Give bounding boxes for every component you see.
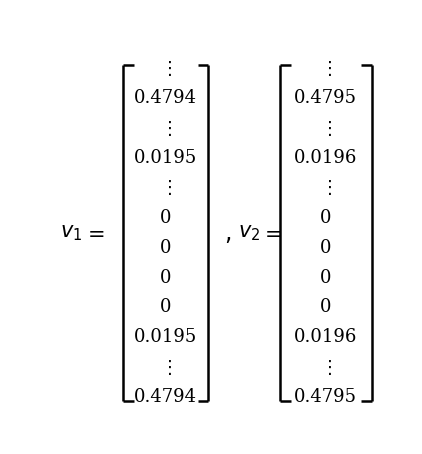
Text: 0.4794: 0.4794 — [134, 89, 197, 107]
Text: $v_1$: $v_1$ — [60, 223, 82, 243]
Text: $\vdots$: $\vdots$ — [320, 178, 332, 197]
Text: 0: 0 — [320, 209, 332, 227]
Text: 0: 0 — [160, 209, 171, 227]
Text: $=$: $=$ — [260, 223, 281, 243]
Text: 0.0196: 0.0196 — [294, 328, 357, 346]
Text: 0: 0 — [320, 239, 332, 257]
Text: $\vdots$: $\vdots$ — [320, 118, 332, 138]
Text: $\vdots$: $\vdots$ — [320, 358, 332, 377]
Text: 0.4794: 0.4794 — [134, 388, 197, 406]
Text: $=$: $=$ — [83, 223, 104, 243]
Text: 0.4795: 0.4795 — [294, 388, 357, 406]
Text: $\vdots$: $\vdots$ — [320, 59, 332, 78]
Text: $v_2$: $v_2$ — [238, 223, 260, 243]
Text: $,$: $,$ — [224, 221, 231, 245]
Text: $\vdots$: $\vdots$ — [160, 118, 171, 138]
Text: 0.0195: 0.0195 — [134, 149, 197, 167]
Text: 0.4795: 0.4795 — [294, 89, 357, 107]
Text: $\vdots$: $\vdots$ — [160, 358, 171, 377]
Text: 0: 0 — [320, 298, 332, 316]
Text: 0.0196: 0.0196 — [294, 149, 357, 167]
Text: 0: 0 — [320, 269, 332, 286]
Text: $\vdots$: $\vdots$ — [160, 178, 171, 197]
Text: 0.0195: 0.0195 — [134, 328, 197, 346]
Text: 0: 0 — [160, 239, 171, 257]
Text: 0: 0 — [160, 269, 171, 286]
Text: 0: 0 — [160, 298, 171, 316]
Text: $\vdots$: $\vdots$ — [160, 59, 171, 78]
